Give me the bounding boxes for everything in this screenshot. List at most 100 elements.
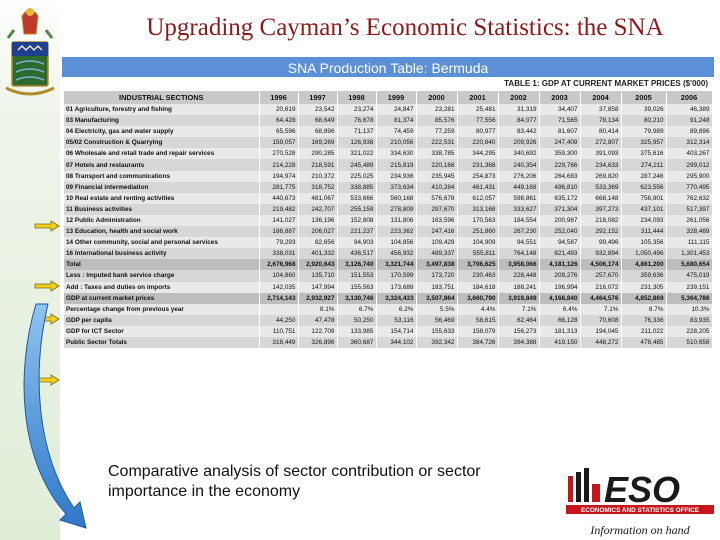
table-row: Percentage change from previous year 8.1%… [64, 303, 713, 315]
table-cell: 65,596 [259, 126, 299, 138]
table-cell: 4,168,840 [539, 292, 581, 304]
production-table: INDUSTRIAL SECTIONS 1996 1997 1998 1999 2000… [64, 91, 713, 349]
table-cell: 104,856 [376, 237, 417, 249]
table-row: Less : Imputed bank service charge 104,86… [64, 270, 713, 282]
table-cell: 23,281 [416, 104, 458, 116]
row-label: 10 Real estate and renting activities [64, 192, 260, 204]
table-cell: 104,860 [259, 270, 299, 282]
table-cell: 392,342 [416, 336, 458, 349]
table-cell: 239,151 [666, 281, 713, 293]
table-cell: 299,012 [666, 159, 713, 171]
table-cell: 932,894 [580, 248, 622, 260]
table-cell: 338,785 [416, 148, 458, 160]
table-cell: 318,752 [298, 181, 338, 193]
arrow-right-icon [34, 280, 60, 292]
table-cell: 211,022 [621, 325, 667, 337]
column-header-year: 1998 [337, 91, 377, 104]
table-cell: 333,627 [498, 203, 540, 215]
slide-title: Upgrading Cayman’s Economic Statistics: … [146, 14, 664, 41]
table-cell: 762,632 [666, 192, 713, 204]
table-cell: 122,709 [298, 325, 338, 337]
table-cell: 269,820 [580, 170, 622, 182]
table-cell: 154,714 [376, 325, 417, 337]
table-cell: 252,040 [539, 226, 581, 238]
table-cell: 228,205 [666, 325, 713, 337]
table-row: Total 2,676,968 2,920,643 3,126,740 3,321,74… [64, 259, 713, 271]
table-cell: 448,272 [580, 336, 622, 349]
column-header-year: 2003 [539, 91, 581, 104]
table-cell: 46,389 [666, 104, 713, 116]
table-cell: 4,852,869 [621, 292, 667, 304]
table-cell: 39,026 [621, 104, 667, 116]
table-row: 10 Real estate and renting activities 440… [64, 192, 713, 204]
table-cell: 8.1% [298, 303, 338, 315]
curved-arrow-icon [23, 303, 87, 529]
row-label: GDP per capita [64, 314, 260, 326]
table-row: 11 Business activities 219,482 242,707 255,… [64, 203, 713, 215]
table-cell: 188,241 [498, 281, 540, 293]
table-cell: 81,374 [376, 115, 417, 127]
table-cell [259, 303, 299, 315]
table-cell: 135,710 [298, 270, 338, 282]
table-cell: 4.4% [457, 303, 499, 315]
table-cell: 81,607 [539, 126, 581, 138]
table-cell: 3,126,740 [337, 259, 377, 271]
table-cell: 155,633 [416, 325, 458, 337]
table-row: 08 Transport and communications 194,974 21… [64, 170, 713, 182]
table-cell: 156,273 [498, 325, 540, 337]
table-cell: 3,507,864 [416, 292, 458, 304]
coat-of-arms-icon [5, 8, 55, 96]
table-cell: 56,469 [416, 314, 458, 326]
table-cell: 4,861,200 [621, 259, 667, 271]
table-cell: 94,587 [539, 237, 581, 249]
table-cell: 3,130,746 [337, 292, 377, 304]
table-cell: 77,556 [457, 115, 499, 127]
table-cell: 231,305 [621, 281, 667, 293]
table-cell: 94,551 [498, 237, 540, 249]
table-cell: 510,658 [666, 336, 713, 349]
row-label: Add : Taxes and duties on imports [64, 281, 260, 293]
table-cell: 7.1% [580, 303, 622, 315]
table-cell: 159,057 [259, 137, 299, 149]
row-label: 08 Transport and communications [64, 170, 260, 182]
table-cell: 338,031 [259, 248, 299, 260]
table-row: Add : Taxes and duties on imports 142,035… [64, 281, 713, 293]
table-cell: 478,485 [621, 336, 667, 349]
table-cell: 3,706,625 [457, 259, 499, 271]
table-cell: 74,459 [376, 126, 417, 138]
table-cell: 91,248 [666, 115, 713, 127]
table-cell: 254,873 [457, 170, 499, 182]
row-label: 16 International business activity [64, 248, 260, 260]
table-cell: 5.5% [416, 303, 458, 315]
table-cell: 533,666 [337, 192, 377, 204]
row-label: 12 Public Administration [64, 214, 260, 227]
table-cell: 194,045 [580, 325, 622, 337]
table-cell: 321,022 [337, 148, 377, 160]
table-cell: 5,680,654 [666, 259, 713, 271]
table-cell: 290,285 [298, 148, 338, 160]
table-cell: 598,861 [498, 192, 540, 204]
table-cell: 78,134 [580, 115, 622, 127]
table-cell: 410,284 [416, 181, 458, 193]
eso-logo-subtitle: ECONOMICS AND STATISTICS OFFICE [581, 507, 700, 514]
table-cell: 83,442 [498, 126, 540, 138]
table-cell: 229,766 [539, 159, 581, 171]
slide-caption: Comparative analysis of sector contribut… [108, 463, 481, 500]
table-cell: 222,531 [416, 137, 458, 149]
table-cell: 397,273 [580, 203, 622, 215]
table-cell: 66,128 [539, 314, 581, 326]
table-cell: 37,858 [580, 104, 622, 116]
table-cell: 68,649 [298, 115, 338, 127]
table-cell: 281,775 [259, 181, 299, 193]
table-cell: 3,660,790 [457, 292, 499, 304]
table-cell: 221,237 [337, 226, 377, 238]
table-cell: 24,847 [376, 104, 417, 116]
table-cell: 142,035 [259, 281, 299, 293]
table-cell: 77,259 [416, 126, 458, 138]
column-header-year: 2006 [666, 91, 713, 104]
table-cell: 82,656 [298, 237, 338, 249]
row-label: Total [64, 259, 260, 271]
table-cell: 576,678 [416, 192, 458, 204]
column-header-year: 2001 [457, 91, 499, 104]
table-row: GDP for ICT Sector 110,751 122,709 133,985 1… [64, 325, 713, 337]
